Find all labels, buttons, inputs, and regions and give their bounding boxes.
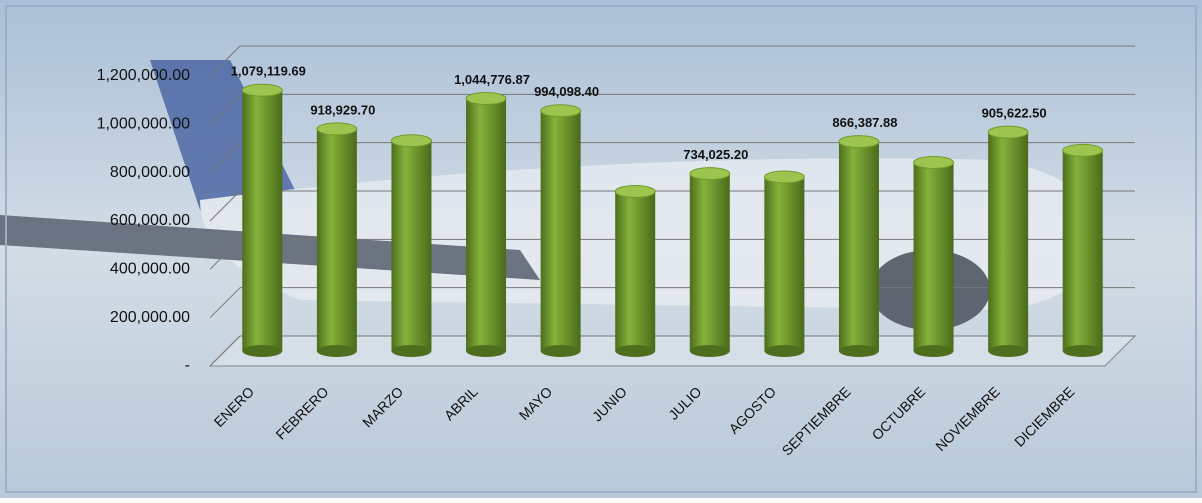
bar [1062,150,1103,351]
data-label: 1,044,776.87 [454,72,530,87]
frame [5,5,1197,493]
bar-base [1062,345,1103,357]
y-tick-label: 400,000.00 [110,261,190,278]
bar-base [689,345,730,357]
bar [242,90,283,351]
data-label: 918,929.70 [310,102,375,117]
bar-base [764,345,805,357]
grid-line-side [209,190,241,222]
y-tick-label: 200,000.00 [110,309,190,326]
bar-base [540,345,581,357]
bar-top [316,122,358,136]
grid-line-side [209,335,241,367]
bar [316,128,357,351]
grid-line-side [209,45,241,77]
bar [838,141,879,351]
bar [913,162,954,351]
y-tick-label: - [185,357,190,374]
bar-base [988,345,1029,357]
bar-top [614,185,656,198]
bar [540,110,581,351]
bar-base [242,345,283,357]
y-tick-label: 1,200,000.00 [97,67,191,84]
bar [988,132,1029,351]
bar-top [465,92,507,106]
grid-line-side [209,287,241,319]
bar-base [316,345,357,357]
grid-line-side [209,238,241,270]
data-label: 905,622.50 [982,106,1047,121]
bar-top [913,156,955,169]
data-label: 1,079,119.69 [231,64,306,79]
bar-base [838,345,879,357]
y-tick-label: 1,000,000.00 [97,116,191,133]
data-label: 994,098.40 [534,84,599,99]
bar-top [540,104,582,118]
bar-top [689,167,731,181]
bar-base [466,345,507,357]
bar-top [390,134,432,148]
data-label: 866,387.88 [832,115,897,130]
bar-base [615,345,656,357]
bar-top [838,135,880,149]
bar [466,98,507,351]
bar-base [913,345,954,357]
bar [615,191,656,351]
bar-top [987,125,1029,139]
bar-top [241,83,283,97]
grid-line-side [209,93,241,125]
bar-top [763,170,805,184]
bar [764,177,805,351]
y-tick-label: 800,000.00 [110,164,190,181]
y-tick-label: 600,000.00 [110,212,190,229]
bar [391,140,432,351]
grid-line-side [209,142,241,174]
bar-top [1062,143,1104,157]
data-label: 734,025.20 [683,147,748,162]
bar-base [391,345,432,357]
bar [689,173,730,351]
